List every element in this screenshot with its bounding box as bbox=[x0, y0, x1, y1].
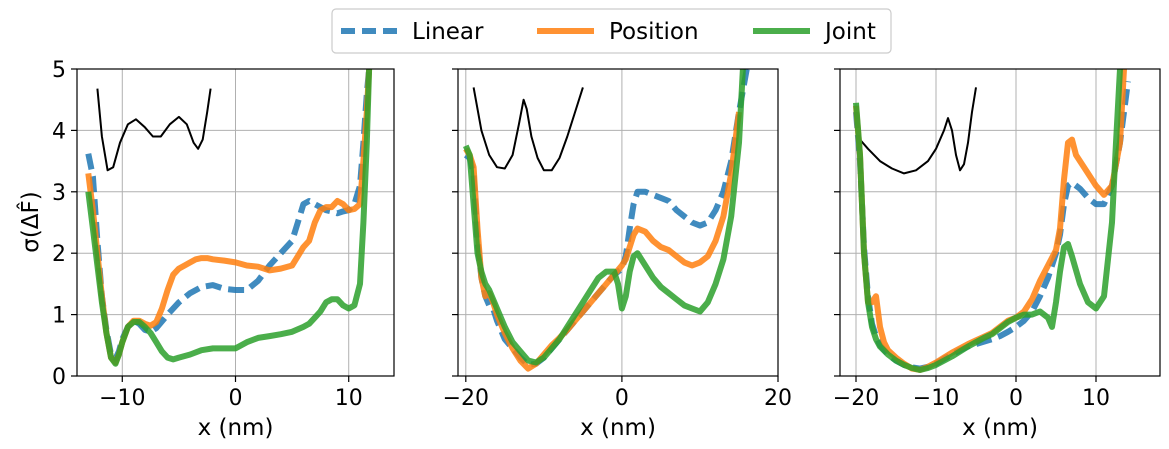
potential-sketch bbox=[96, 88, 212, 172]
x-axis-label: x (nm) bbox=[962, 415, 1038, 441]
panel-2: −20 0 20 x (nm) bbox=[443, 68, 792, 441]
x-axis-label: x (nm) bbox=[198, 415, 274, 441]
legend-label-joint: Joint bbox=[823, 19, 876, 45]
y-axis-label: σ(ΔF̂) bbox=[17, 191, 44, 253]
y-tick-label: 2 bbox=[52, 242, 66, 267]
y-tick-label: 4 bbox=[52, 119, 66, 144]
legend-label-position: Position bbox=[609, 19, 699, 45]
series-line-joint bbox=[463, 69, 746, 366]
x-tick-label: −20 bbox=[833, 386, 879, 411]
series-line-position bbox=[853, 69, 1127, 373]
x-tick-label: −10 bbox=[99, 386, 145, 411]
y-tick-label: 0 bbox=[52, 365, 66, 390]
x-tick-label: −20 bbox=[443, 386, 489, 411]
panel-3: −20 −10 0 10 x (nm) bbox=[833, 68, 1161, 441]
potential-sketch bbox=[859, 87, 977, 175]
panels: 0 1 2 3 4 5 −10 0 10 x (nm) −20 0 20 x (nm) −20 −10 0 10 x… bbox=[52, 58, 1161, 441]
axes-frame bbox=[457, 68, 779, 377]
x-tick-label: 0 bbox=[615, 386, 629, 411]
x-tick-label: 10 bbox=[1082, 386, 1110, 411]
panel-1: 0 1 2 3 4 5 −10 0 10 x (nm) bbox=[52, 58, 395, 441]
x-tick-label: 0 bbox=[1009, 386, 1023, 411]
y-tick-label: 1 bbox=[52, 304, 66, 329]
y-tick-label: 3 bbox=[52, 181, 66, 206]
x-tick-label: 0 bbox=[229, 386, 243, 411]
axes-frame bbox=[839, 68, 1161, 377]
potential-sketch bbox=[472, 87, 584, 172]
legend-label-linear: Linear bbox=[412, 19, 484, 45]
series-line-linear bbox=[853, 80, 1131, 372]
y-tick-label: 5 bbox=[52, 58, 66, 83]
x-axis-label: x (nm) bbox=[580, 415, 656, 441]
series-line-linear bbox=[85, 69, 373, 362]
series-line-joint bbox=[85, 69, 373, 367]
series-line-position bbox=[85, 69, 373, 366]
series-line-joint bbox=[853, 69, 1123, 373]
series-line-linear bbox=[463, 69, 750, 368]
legend: Linear Position Joint bbox=[331, 8, 892, 54]
x-tick-label: 20 bbox=[764, 386, 792, 411]
x-tick-label: −10 bbox=[913, 386, 959, 411]
x-tick-label: 10 bbox=[335, 386, 363, 411]
